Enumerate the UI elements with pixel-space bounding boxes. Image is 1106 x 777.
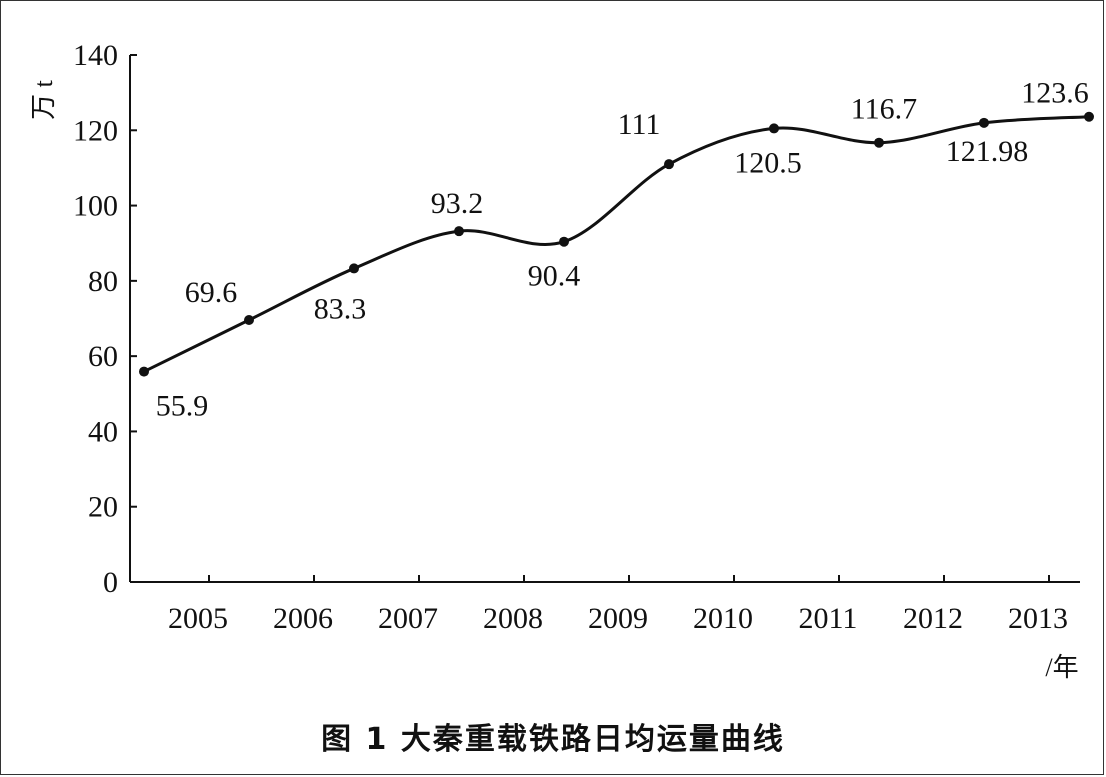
data-point [664,159,674,170]
y-tick-label: 140 [73,39,118,72]
data-label: 55.9 [156,390,209,423]
y-tick-label: 80 [88,265,118,298]
figure-caption: 图 1 大秦重载铁路日均运量曲线 [321,722,785,757]
x-tick-label: 2007 [378,602,438,635]
data-label: 120.5 [734,146,802,179]
data-point [1084,111,1094,122]
data-label: 69.6 [185,276,238,309]
data-label: 111 [618,108,661,141]
data-label: 116.7 [851,93,917,126]
x-tick-label: 2011 [799,602,858,635]
y-ticks: 0 20 40 60 80 100 120 140 [73,39,137,599]
data-point [559,236,569,247]
data-point [244,315,254,326]
y-tick-label: 40 [88,415,118,448]
y-tick-label: 120 [73,114,118,147]
y-tick-label: 0 [103,566,118,599]
x-tick-label: 2013 [1008,602,1068,635]
y-tick-label: 60 [88,340,118,373]
data-label: 90.4 [528,260,581,293]
data-point [349,263,359,274]
data-point [979,117,989,128]
data-points [139,111,1094,377]
x-ticks: 2005200620072008200920102011201220132014 [168,575,1068,635]
data-label: 93.2 [431,187,484,220]
data-point [139,366,149,377]
data-point [454,226,464,237]
y-tick-label: 20 [88,491,118,524]
y-axis-label: 万 t [29,79,58,120]
x-tick-label: 2010 [693,602,753,635]
data-label: 121.98 [946,135,1029,168]
x-tick-label: 2009 [588,602,648,635]
x-tick-label: 2005 [168,602,228,635]
data-point [874,137,884,148]
x-tick-label: 2008 [483,602,543,635]
axes [129,55,1080,583]
line-chart: 0 20 40 60 80 100 120 140 2005 2006 2007 2008 2009 2… [29,39,1094,682]
x-tick-label: 2012 [903,602,963,635]
data-label: 83.3 [314,292,367,325]
data-point [769,123,779,134]
x-tick-label: 2006 [273,602,333,635]
data-labels: 55.9 69.6 83.3 93.2 90.4 111 120.5 116.7 121.98 1… [156,77,1089,423]
y-tick-label: 100 [73,190,118,223]
series-line [143,115,1090,373]
data-label: 123.6 [1021,77,1089,110]
x-axis-label: /年 [1045,653,1078,682]
